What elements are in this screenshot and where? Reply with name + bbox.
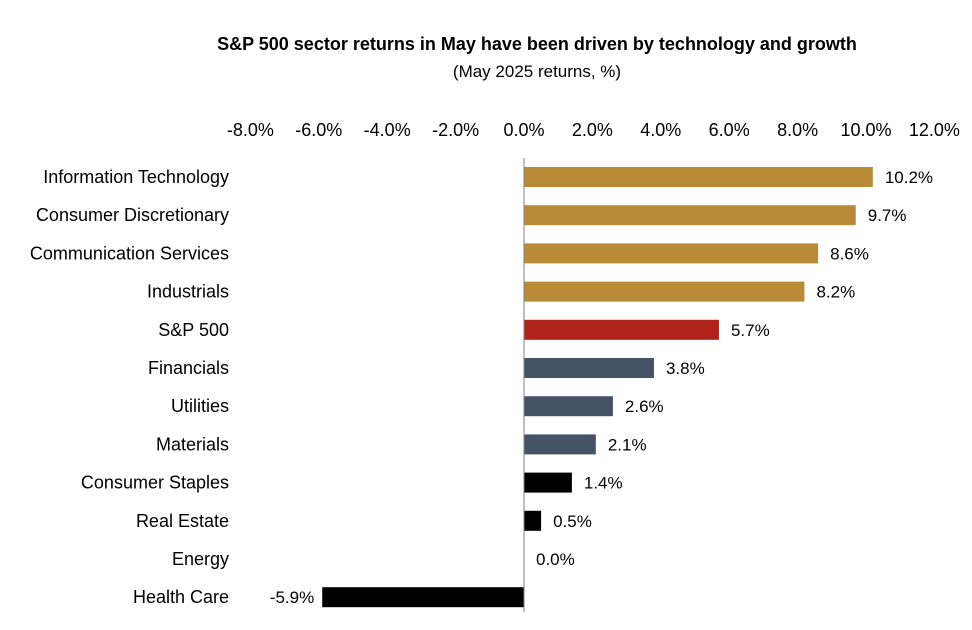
category-label: Utilities <box>171 396 229 416</box>
data-label: 8.2% <box>816 283 855 302</box>
bar <box>524 243 819 264</box>
x-tick-label: 4.0% <box>640 120 681 140</box>
category-label: Energy <box>172 549 229 569</box>
x-tick-label: 2.0% <box>572 120 613 140</box>
data-label: 10.2% <box>885 168 933 187</box>
data-label: 8.6% <box>830 244 869 263</box>
x-tick-label: -6.0% <box>295 120 342 140</box>
category-label: Consumer Discretionary <box>36 205 229 225</box>
data-label: -5.9% <box>270 588 314 607</box>
bar <box>524 434 596 455</box>
x-tick-label: -4.0% <box>364 120 411 140</box>
data-label: 5.7% <box>731 321 770 340</box>
data-label: 2.6% <box>625 397 664 416</box>
data-label: 0.0% <box>536 550 575 569</box>
bar <box>524 319 719 340</box>
data-label: 2.1% <box>608 435 647 454</box>
x-tick-label: -8.0% <box>227 120 274 140</box>
x-tick-label: 10.0% <box>840 120 891 140</box>
category-label: Industrials <box>147 282 229 302</box>
x-tick-label: 6.0% <box>709 120 750 140</box>
x-tick-label: 12.0% <box>909 120 960 140</box>
category-label: Information Technology <box>43 167 229 187</box>
bar <box>524 205 856 226</box>
data-label: 1.4% <box>584 474 623 493</box>
bar <box>322 587 524 608</box>
x-tick-label: 0.0% <box>503 120 544 140</box>
chart-title: S&P 500 sector returns in May have been … <box>217 34 857 54</box>
category-label: S&P 500 <box>158 320 229 340</box>
bar <box>524 358 654 378</box>
category-label: Health Care <box>133 587 229 607</box>
x-tick-label: 8.0% <box>777 120 818 140</box>
x-tick-label: -2.0% <box>432 120 479 140</box>
data-label: 0.5% <box>553 512 592 531</box>
data-label: 9.7% <box>868 206 907 225</box>
category-label: Communication Services <box>30 243 229 263</box>
bar <box>524 472 572 493</box>
category-label: Financials <box>148 358 229 378</box>
bar <box>524 281 805 302</box>
bar <box>524 510 542 531</box>
bar <box>524 396 613 417</box>
chart-subtitle: (May 2025 returns, %) <box>452 62 622 81</box>
category-label: Real Estate <box>136 511 229 531</box>
category-label: Consumer Staples <box>81 473 229 493</box>
category-label: Materials <box>156 434 229 454</box>
data-label: 3.8% <box>666 359 705 378</box>
bar <box>524 167 873 187</box>
